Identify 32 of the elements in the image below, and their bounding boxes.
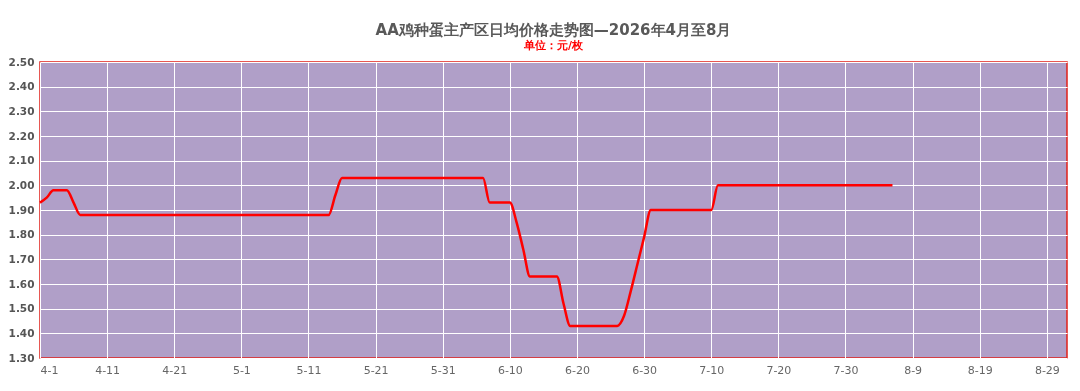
y-tick-label: 2.30	[8, 104, 35, 117]
x-tick-label: 5-31	[430, 363, 456, 377]
x-tick-label: 8-29	[1034, 363, 1060, 377]
line-series	[38, 176, 894, 328]
x-tick-label: 6-10	[497, 363, 523, 377]
x-tick-label: 5-1	[232, 363, 251, 377]
x-tick-label: 4-1	[40, 363, 59, 377]
chart-title: AA鸡种蛋主产区日均价格走势图—2026年4月至8月	[375, 21, 732, 39]
x-tick-label: 6-20	[565, 363, 590, 377]
chart-subtitle: 单位：元/枚	[522, 39, 584, 52]
y-tick-label: 2.20	[8, 129, 35, 142]
y-tick-label: 2.40	[8, 80, 35, 93]
x-tick-label: 5-21	[363, 363, 389, 377]
x-tick-label: 7-20	[766, 363, 792, 377]
x-tick-label: 7-30	[833, 363, 859, 377]
y-tick-label: 1.80	[8, 228, 35, 241]
y-tick-label: 1.50	[8, 302, 35, 315]
y-tick-label: 1.40	[8, 326, 35, 339]
y-tick-label: 1.30	[8, 351, 35, 364]
x-tick-label: 7-10	[699, 363, 725, 377]
x-tick-label: 8-19	[967, 363, 993, 377]
x-tick-label: 4-11	[95, 363, 121, 377]
y-tick-label: 1.70	[8, 252, 35, 265]
y-tick-label: 2.10	[8, 154, 35, 167]
x-tick-label: 8-9	[904, 363, 923, 377]
x-tick-label: 4-21	[162, 363, 188, 377]
y-tick-label: 1.60	[8, 277, 35, 290]
x-tick-label: 5-11	[296, 363, 322, 377]
y-tick-label: 1.90	[8, 203, 35, 216]
x-tick-label: 6-30	[632, 363, 658, 377]
y-tick-label: 2.00	[8, 178, 35, 191]
y-tick-label: 2.50	[8, 55, 35, 68]
